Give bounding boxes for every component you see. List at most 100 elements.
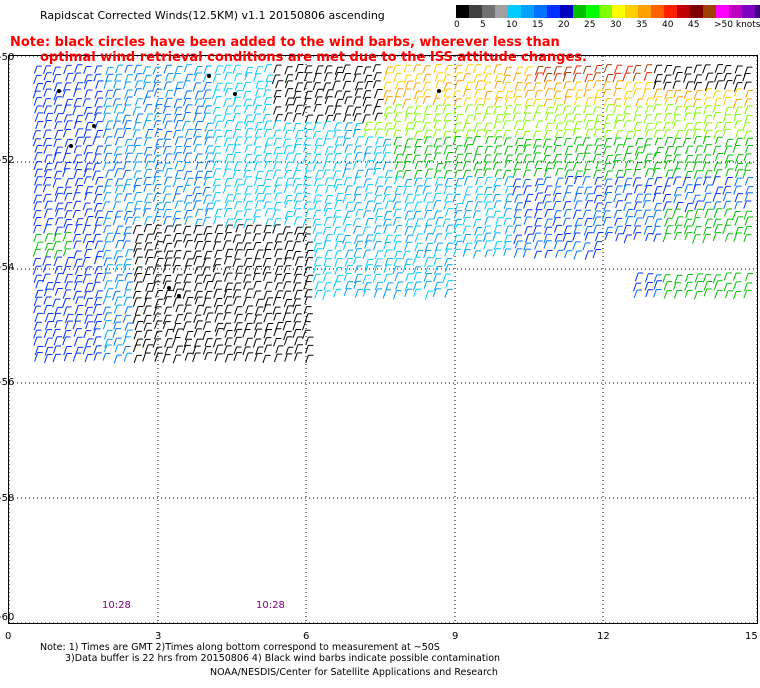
lat-label-58: -58 xyxy=(0,493,15,504)
wind-barb xyxy=(544,88,553,97)
wind-barb xyxy=(43,120,52,129)
wind-barb xyxy=(204,233,213,241)
wind-barb xyxy=(224,304,233,313)
wind-barb xyxy=(84,192,93,201)
wind-barb xyxy=(212,73,222,83)
wind-barb xyxy=(364,74,373,83)
wind-barb xyxy=(304,114,314,123)
wind-barb xyxy=(243,218,252,229)
wind-barb xyxy=(102,320,112,330)
wind-barb xyxy=(542,138,552,149)
wind-barb xyxy=(745,137,754,146)
wind-barb xyxy=(725,168,734,177)
wind-barb xyxy=(263,120,273,130)
wind-barb xyxy=(113,128,123,138)
wind-barb xyxy=(243,257,252,266)
wind-barb xyxy=(102,272,112,282)
wind-barb xyxy=(52,66,61,76)
wind-barb xyxy=(255,88,264,97)
wind-barb xyxy=(323,234,333,244)
wind-barb xyxy=(192,82,202,92)
wind-barb xyxy=(154,320,163,329)
wind-barb xyxy=(183,265,192,274)
wind-barb xyxy=(174,106,183,115)
wind-barb xyxy=(545,106,554,115)
wind-barb xyxy=(144,233,154,243)
wind-barb xyxy=(223,232,232,241)
wind-barb xyxy=(692,184,701,193)
wind-barb xyxy=(712,104,721,114)
wind-barb xyxy=(182,162,191,171)
wind-barb xyxy=(253,328,263,338)
wind-barb xyxy=(502,170,511,180)
wind-barb xyxy=(162,185,171,194)
wind-barb xyxy=(672,120,681,129)
wind-barb xyxy=(744,98,753,107)
wind-barb xyxy=(504,176,513,186)
wind-barb xyxy=(173,224,182,233)
wind-barb xyxy=(303,266,313,277)
legend-swatch xyxy=(508,5,521,18)
wind-barb xyxy=(122,128,132,138)
wind-barb xyxy=(603,162,612,172)
wind-barb xyxy=(62,128,72,138)
wind-barb xyxy=(484,201,493,210)
wind-barb xyxy=(653,274,662,283)
wind-barb xyxy=(112,120,121,130)
wind-barb xyxy=(605,73,614,82)
wind-barb xyxy=(102,306,111,315)
wind-barb xyxy=(424,257,433,267)
wind-barb xyxy=(614,176,623,185)
wind-barb xyxy=(362,289,371,297)
wind-barb xyxy=(93,313,103,324)
wind-barb xyxy=(524,209,533,218)
wind-barb xyxy=(44,337,53,348)
wind-barb xyxy=(383,224,392,234)
map-plot-area[interactable] xyxy=(8,55,758,624)
wind-barb xyxy=(233,352,242,361)
wind-barb xyxy=(592,249,601,259)
wind-barb xyxy=(253,73,262,83)
wind-barb xyxy=(82,346,91,355)
wind-barb xyxy=(263,312,272,323)
wind-barb xyxy=(274,258,283,267)
wind-barb xyxy=(422,65,431,74)
wind-barb xyxy=(692,234,701,244)
wind-barb xyxy=(454,240,463,249)
wind-barb xyxy=(733,185,742,195)
wind-barb xyxy=(153,274,162,284)
legend-label: 40 xyxy=(662,20,674,30)
wind-barb xyxy=(714,97,723,106)
wind-barb xyxy=(374,250,384,260)
wind-barb xyxy=(644,273,654,283)
wind-barb xyxy=(144,329,153,339)
wind-barb xyxy=(344,185,353,194)
wind-barb xyxy=(63,114,72,123)
wind-barb xyxy=(244,185,253,196)
wind-barb xyxy=(492,121,502,130)
wind-barb xyxy=(662,233,672,243)
wind-barb xyxy=(293,216,302,226)
wind-barb xyxy=(623,177,633,187)
wind-barb xyxy=(644,129,653,138)
flag-circle xyxy=(69,144,73,148)
wind-barb xyxy=(674,224,683,234)
wind-barb xyxy=(463,176,473,186)
wind-barb xyxy=(602,146,612,156)
wind-barb xyxy=(513,120,523,130)
wind-barb xyxy=(532,130,541,140)
wind-barb xyxy=(54,146,63,156)
wind-barb xyxy=(134,305,144,316)
wind-barb xyxy=(113,104,123,114)
wind-barb xyxy=(513,209,522,219)
wind-barb xyxy=(483,73,492,83)
wind-barb xyxy=(322,120,331,130)
wind-barb xyxy=(214,353,223,362)
wind-barb xyxy=(244,72,253,81)
wind-barb xyxy=(632,65,642,74)
wind-barb xyxy=(113,337,122,346)
wind-barb xyxy=(263,144,272,154)
wind-barb xyxy=(153,154,162,163)
wind-barb xyxy=(535,105,544,114)
wind-barb xyxy=(472,218,482,228)
